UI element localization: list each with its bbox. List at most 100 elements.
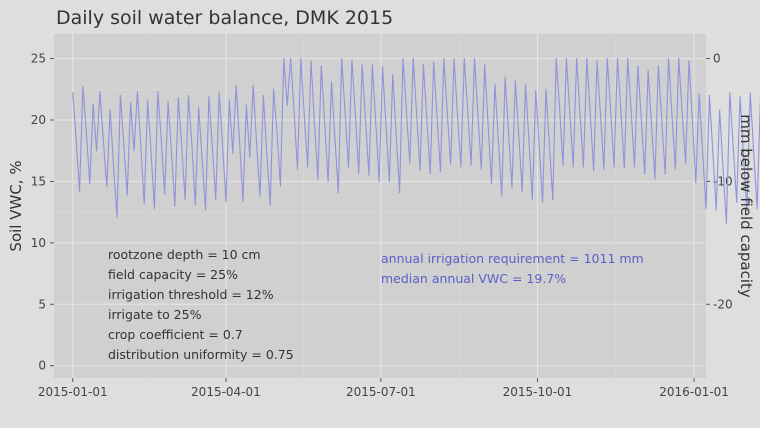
data-point bbox=[742, 153, 745, 155]
annotation-parameter: distribution uniformity = 0.75 bbox=[108, 347, 294, 362]
data-point bbox=[439, 171, 442, 173]
data-point bbox=[426, 118, 428, 120]
secondary-y-axis-label: mm below field capacity bbox=[737, 114, 755, 298]
data-point bbox=[187, 94, 190, 97]
data-point bbox=[293, 109, 295, 111]
data-point bbox=[313, 123, 316, 125]
data-point bbox=[409, 162, 411, 164]
data-point bbox=[153, 207, 156, 210]
data-point bbox=[228, 99, 230, 101]
data-point bbox=[276, 131, 278, 133]
data-point bbox=[528, 140, 530, 142]
data-point bbox=[218, 92, 220, 94]
data-point bbox=[606, 57, 608, 60]
data-point bbox=[78, 190, 81, 192]
data-point bbox=[422, 64, 425, 66]
chart-title: Daily soil water balance, DMK 2015 bbox=[56, 7, 393, 29]
data-point bbox=[535, 89, 537, 92]
data-point bbox=[667, 57, 670, 60]
data-point bbox=[245, 104, 247, 106]
data-point bbox=[283, 57, 285, 60]
data-point bbox=[92, 103, 94, 105]
data-point bbox=[72, 92, 74, 94]
data-point bbox=[198, 107, 200, 109]
data-point bbox=[579, 113, 581, 115]
data-point bbox=[395, 134, 397, 136]
data-point bbox=[450, 163, 452, 165]
data-point bbox=[225, 200, 227, 202]
data-point bbox=[715, 209, 717, 211]
data-point bbox=[310, 60, 312, 62]
data-point bbox=[402, 57, 404, 60]
data-point bbox=[157, 91, 159, 93]
data-point bbox=[249, 156, 251, 158]
data-point bbox=[429, 173, 431, 175]
data-point bbox=[661, 119, 663, 121]
data-point bbox=[610, 110, 612, 112]
data-point bbox=[368, 174, 370, 176]
data-point bbox=[307, 166, 309, 168]
data-point bbox=[749, 92, 751, 94]
data-point bbox=[524, 83, 527, 85]
data-point bbox=[644, 173, 646, 175]
data-point bbox=[300, 57, 302, 60]
data-point bbox=[576, 57, 578, 60]
data-point bbox=[545, 88, 547, 90]
data-point bbox=[480, 168, 482, 170]
data-point bbox=[371, 64, 373, 66]
data-point bbox=[398, 191, 401, 194]
data-point bbox=[208, 96, 210, 98]
data-point bbox=[262, 94, 264, 97]
data-point bbox=[603, 168, 605, 170]
data-point bbox=[521, 190, 523, 192]
data-point bbox=[586, 57, 588, 60]
data-point bbox=[443, 57, 445, 60]
data-point bbox=[184, 199, 186, 201]
data-point bbox=[698, 93, 700, 95]
data-point bbox=[507, 131, 510, 133]
data-point bbox=[654, 178, 656, 180]
data-point bbox=[702, 151, 704, 153]
annotation-parameter: crop coefficient = 0.7 bbox=[108, 327, 243, 342]
data-point bbox=[446, 112, 448, 114]
data-point bbox=[671, 114, 673, 116]
data-point bbox=[657, 65, 659, 67]
data-point bbox=[623, 167, 625, 169]
data-point bbox=[664, 173, 666, 175]
x-tick-label: 2015-07-01 bbox=[346, 385, 416, 399]
data-point bbox=[252, 85, 254, 87]
data-point bbox=[361, 64, 363, 66]
data-point bbox=[736, 201, 738, 203]
data-point bbox=[436, 115, 438, 117]
data-point bbox=[130, 102, 132, 104]
data-point bbox=[303, 114, 305, 116]
data-point bbox=[255, 142, 258, 144]
x-axis-ticks: 2015-01-01 2015-04-01 2015-07-01 2015-10-01… bbox=[38, 378, 729, 399]
annotation-parameter: irrigate to 25% bbox=[108, 307, 202, 322]
data-point bbox=[473, 57, 476, 60]
data-point bbox=[647, 70, 649, 72]
data-point bbox=[412, 57, 414, 60]
secondary-y-tick-label: -20 bbox=[713, 297, 733, 311]
data-point bbox=[320, 65, 322, 67]
data-point bbox=[627, 57, 629, 60]
data-point bbox=[215, 199, 217, 201]
data-point bbox=[143, 202, 145, 205]
data-point bbox=[490, 183, 493, 185]
data-point bbox=[269, 204, 271, 206]
data-point bbox=[140, 146, 142, 148]
data-point bbox=[150, 151, 152, 153]
annotation-parameter: field capacity = 25% bbox=[108, 267, 238, 282]
data-point bbox=[725, 222, 728, 224]
data-point bbox=[453, 57, 455, 60]
plot-panel bbox=[54, 34, 706, 378]
data-point bbox=[541, 201, 544, 203]
data-point bbox=[194, 204, 196, 206]
data-point bbox=[678, 57, 680, 60]
annotation-parameter: irrigation threshold = 12% bbox=[108, 287, 274, 302]
data-point bbox=[347, 167, 350, 169]
data-point bbox=[341, 57, 343, 60]
data-point bbox=[460, 166, 462, 168]
data-point bbox=[385, 123, 387, 125]
data-point bbox=[167, 100, 169, 103]
